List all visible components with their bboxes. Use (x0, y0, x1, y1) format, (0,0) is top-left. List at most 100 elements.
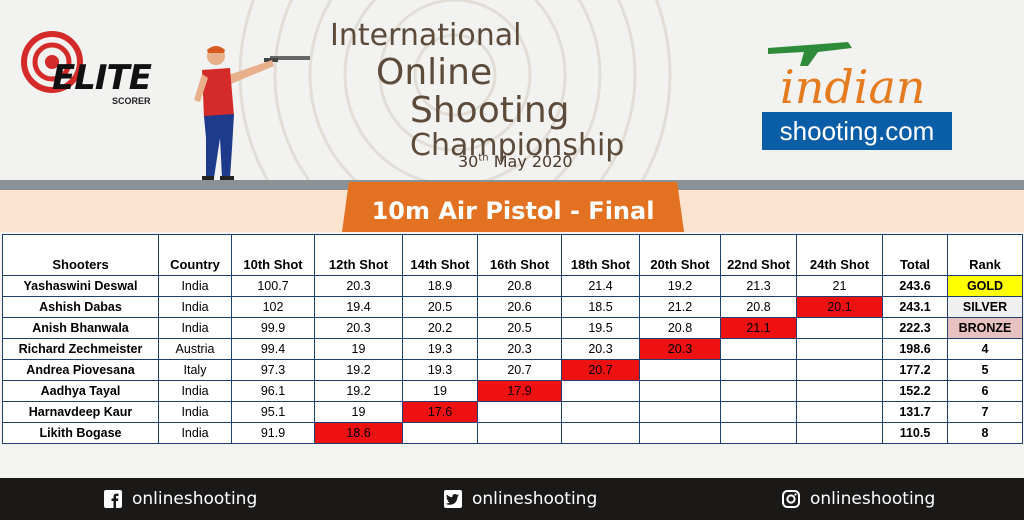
shot-cell: 20.3 (639, 338, 721, 360)
target-icon (21, 31, 83, 93)
elite-logo-sub: SCORER (112, 96, 151, 106)
header-banner: ELITE SCORER International Online Shooti… (0, 0, 1024, 182)
table-row: Aadhya Tayal India 96.1 19.2 19 17.9 152.2 6 (2, 380, 1023, 402)
shot-cell: 20.8 (639, 317, 721, 339)
column-header: Rank (947, 234, 1023, 276)
shot-cell: 91.9 (231, 422, 315, 444)
rank-cell: BRONZE (947, 317, 1023, 339)
shot-cell: 21.2 (639, 296, 721, 318)
shot-cell: 20.3 (561, 338, 640, 360)
rank-cell: 5 (947, 359, 1023, 381)
total-cell: 243.6 (882, 275, 948, 297)
shot-cell: 17.9 (477, 380, 562, 402)
shot-cell: 97.3 (231, 359, 315, 381)
shooter-country: Austria (158, 338, 232, 360)
shot-cell: 20.3 (477, 338, 562, 360)
shot-cell: 17.6 (402, 401, 478, 423)
shot-cell (796, 359, 883, 381)
shot-cell: 19.2 (314, 359, 403, 381)
shooter-country: India (158, 422, 232, 444)
column-header: 18th Shot (561, 234, 640, 276)
column-header: 22nd Shot (720, 234, 797, 276)
shot-cell: 19.5 (561, 317, 640, 339)
instagram-icon (782, 490, 800, 508)
shot-cell: 20.8 (477, 275, 562, 297)
table-row: Likith Bogase India 91.9 18.6 110.5 8 (2, 422, 1023, 444)
shot-cell: 100.7 (231, 275, 315, 297)
instagram-link[interactable]: onlineshooting (782, 487, 935, 511)
facebook-link[interactable]: onlineshooting (104, 487, 257, 511)
shooter-name: Anish Bhanwala (2, 317, 159, 339)
partner-logo-text: indian (780, 60, 926, 114)
table-row: Anish Bhanwala India 99.9 20.3 20.2 20.5 19.5 2… (2, 317, 1023, 339)
shot-cell: 20.2 (402, 317, 478, 339)
shot-cell: 19 (314, 338, 403, 360)
shooter-name: Aadhya Tayal (2, 380, 159, 402)
shot-cell: 96.1 (231, 380, 315, 402)
shot-cell: 102 (231, 296, 315, 318)
shot-cell (477, 401, 562, 423)
table-row: Richard Zechmeister Austria 99.4 19 19.3 20.3… (2, 338, 1023, 360)
shot-cell: 19.4 (314, 296, 403, 318)
facebook-handle: onlineshooting (132, 489, 258, 509)
column-header: 16th Shot (477, 234, 562, 276)
shot-cell: 19 (314, 401, 403, 423)
shot-cell: 99.4 (231, 338, 315, 360)
facebook-icon (104, 490, 122, 508)
shot-cell: 18.9 (402, 275, 478, 297)
shot-cell (561, 380, 640, 402)
event-date: 30th May 2020 (458, 152, 573, 171)
table-row: Andrea Piovesana Italy 97.3 19.2 19.3 20.7 20.… (2, 359, 1023, 381)
rank-cell: 6 (947, 380, 1023, 402)
title-line-1: International (330, 18, 522, 53)
shooter-name: Richard Zechmeister (2, 338, 159, 360)
total-cell: 110.5 (882, 422, 948, 444)
column-header: 12th Shot (314, 234, 403, 276)
shot-cell (796, 422, 883, 444)
shot-cell (796, 401, 883, 423)
elite-logo-text: ELITE (52, 58, 152, 98)
shot-cell: 95.1 (231, 401, 315, 423)
table-row: Yashaswini Deswal India 100.7 20.3 18.9 20.8 2… (2, 275, 1023, 297)
shot-cell (720, 401, 797, 423)
shot-cell: 19.2 (314, 380, 403, 402)
shot-cell: 20.3 (314, 317, 403, 339)
shooter-country: India (158, 380, 232, 402)
rank-cell: 4 (947, 338, 1023, 360)
shooter-country: India (158, 296, 232, 318)
rank-cell: SILVER (947, 296, 1023, 318)
shot-cell: 99.9 (231, 317, 315, 339)
event-title: 10m Air Pistol - Final (342, 182, 684, 232)
shot-cell (720, 380, 797, 402)
table-body: Yashaswini Deswal India 100.7 20.3 18.9 20.8 2… (2, 275, 1023, 444)
pistol-icon (768, 42, 852, 66)
shot-cell: 18.6 (314, 422, 403, 444)
title-line-4: Championship (410, 128, 625, 163)
column-header: Shooters (2, 234, 159, 276)
column-header: Country (158, 234, 232, 276)
total-cell: 243.1 (882, 296, 948, 318)
shot-cell (561, 401, 640, 423)
rank-cell: 7 (947, 401, 1023, 423)
shooter-country: Italy (158, 359, 232, 381)
shooter-country: India (158, 275, 232, 297)
shot-cell (477, 422, 562, 444)
shot-cell: 20.1 (796, 296, 883, 318)
rank-cell: GOLD (947, 275, 1023, 297)
table-row: Ashish Dabas India 102 19.4 20.5 20.6 18.5 21.2… (2, 296, 1023, 318)
shooter-country: India (158, 401, 232, 423)
twitter-handle: onlineshooting (472, 489, 598, 509)
instagram-handle: onlineshooting (810, 489, 936, 509)
shooter-country: India (158, 317, 232, 339)
shooter-name: Likith Bogase (2, 422, 159, 444)
total-cell: 152.2 (882, 380, 948, 402)
shot-cell: 21.1 (720, 317, 797, 339)
shot-cell: 20.8 (720, 296, 797, 318)
title-line-3: Shooting (410, 90, 570, 131)
twitter-link[interactable]: onlineshooting (444, 487, 597, 511)
table-row: Harnavdeep Kaur India 95.1 19 17.6 131.7 7 (2, 401, 1023, 423)
results-table: Shooters Country 10th Shot 12th Shot 14th Sh… (2, 234, 1023, 444)
shot-cell: 18.5 (561, 296, 640, 318)
total-cell: 177.2 (882, 359, 948, 381)
column-header: Total (882, 234, 948, 276)
